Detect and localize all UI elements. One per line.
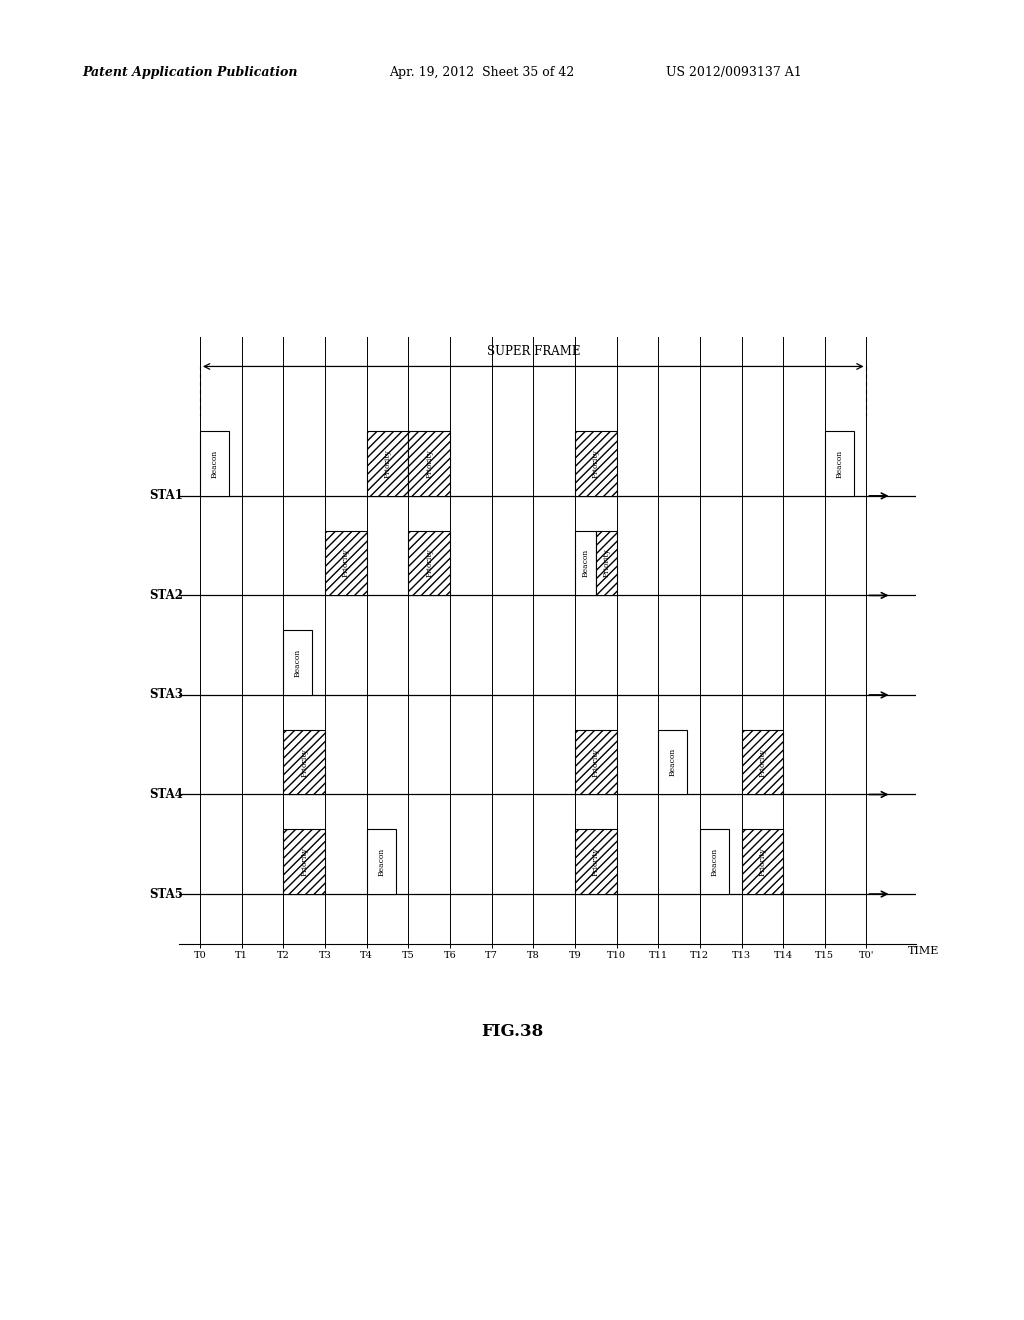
Bar — [658, 730, 687, 795]
Bar — [325, 531, 367, 595]
Bar — [284, 630, 312, 694]
Text: Priority: Priority — [425, 549, 433, 577]
Text: STA1: STA1 — [150, 490, 183, 503]
Bar — [409, 432, 450, 496]
Text: STA4: STA4 — [150, 788, 183, 801]
Text: US 2012/0093137 A1: US 2012/0093137 A1 — [666, 66, 802, 79]
Text: TIME: TIME — [908, 946, 940, 956]
Bar — [825, 432, 854, 496]
Text: STA3: STA3 — [150, 689, 183, 701]
Text: Priority: Priority — [425, 449, 433, 478]
Text: SUPER FRAME: SUPER FRAME — [486, 346, 580, 359]
Text: Priority: Priority — [592, 747, 600, 776]
Bar — [741, 829, 783, 894]
Text: Priority: Priority — [592, 449, 600, 478]
Text: Apr. 19, 2012  Sheet 35 of 42: Apr. 19, 2012 Sheet 35 of 42 — [389, 66, 574, 79]
Text: Priority: Priority — [759, 747, 766, 776]
Bar — [367, 829, 396, 894]
Text: Priority: Priority — [759, 847, 766, 876]
Bar — [596, 531, 616, 595]
Text: STA5: STA5 — [150, 887, 183, 900]
Bar — [200, 432, 229, 496]
Bar — [409, 531, 450, 595]
Bar — [741, 730, 783, 795]
Text: Beacon: Beacon — [211, 449, 218, 478]
Bar — [367, 432, 409, 496]
Text: FIG.38: FIG.38 — [481, 1023, 543, 1040]
Text: Beacon: Beacon — [294, 648, 302, 677]
Text: Priority: Priority — [592, 847, 600, 876]
Text: Beacon: Beacon — [669, 748, 677, 776]
Bar — [574, 531, 596, 595]
Text: Priority: Priority — [602, 549, 610, 577]
Bar — [284, 829, 325, 894]
Text: Priority: Priority — [342, 549, 350, 577]
Text: Patent Application Publication: Patent Application Publication — [82, 66, 297, 79]
Text: Beacon: Beacon — [711, 847, 719, 875]
Text: Priority: Priority — [300, 747, 308, 776]
Text: Priority: Priority — [300, 847, 308, 876]
Bar — [574, 432, 616, 496]
Text: Priority: Priority — [383, 449, 391, 478]
Text: Beacon: Beacon — [377, 847, 385, 875]
Bar — [574, 829, 616, 894]
Bar — [574, 730, 616, 795]
Bar — [699, 829, 729, 894]
Bar — [284, 730, 325, 795]
Text: Beacon: Beacon — [836, 449, 844, 478]
Text: Beacon: Beacon — [582, 549, 590, 577]
Text: STA2: STA2 — [150, 589, 183, 602]
